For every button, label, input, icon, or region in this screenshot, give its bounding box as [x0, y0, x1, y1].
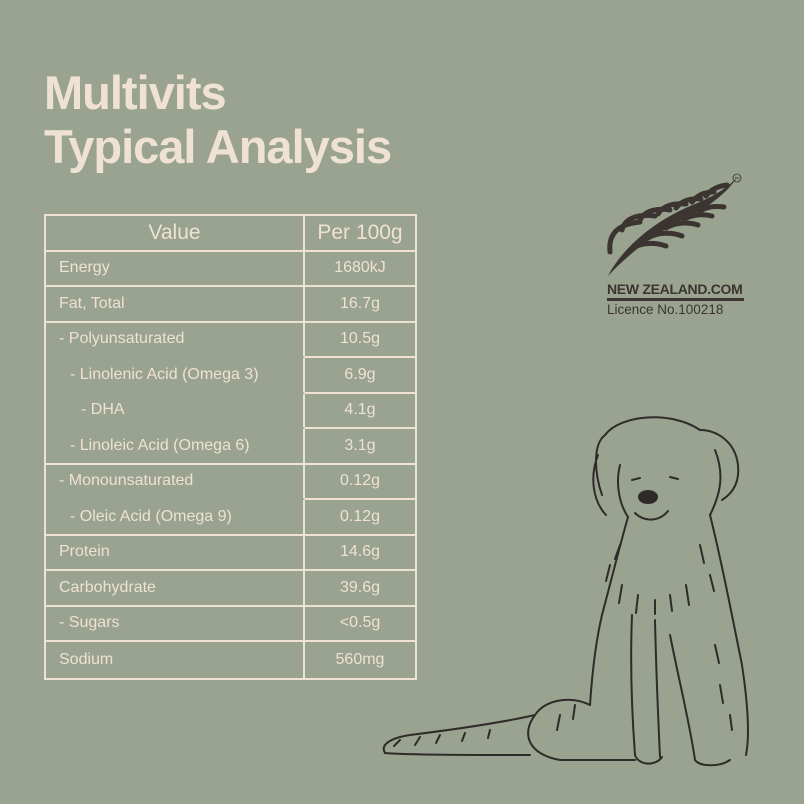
title-line-2: Typical Analysis: [44, 120, 392, 173]
row-label: - Linoleic Acid (Omega 6): [46, 429, 305, 465]
silver-fern-icon: TM: [607, 173, 742, 276]
row-value: 0.12g: [305, 465, 415, 500]
table-row: Fat, Total 16.7g: [46, 287, 415, 323]
licence-number: Licence No.100218: [607, 302, 724, 317]
row-value: <0.5g: [305, 607, 415, 642]
row-label: - Oleic Acid (Omega 9): [46, 500, 305, 536]
row-value: 1680kJ: [305, 252, 415, 287]
row-label: - Monounsaturated: [46, 464, 305, 500]
row-value: 560mg: [335, 650, 385, 668]
row-label: Carbohydrate: [46, 571, 305, 607]
table-header-row: Value Per 100g: [46, 216, 415, 252]
row-value: 10.5g: [305, 323, 415, 358]
table-row: Energy 1680kJ: [46, 251, 415, 287]
table-row: - Linoleic Acid (Omega 6) 3.1g: [46, 429, 415, 465]
table-row: Sodium 560mg: [46, 642, 415, 678]
row-value: 6.9g: [305, 358, 415, 394]
row-label: Fat, Total: [46, 287, 305, 323]
brand-name: NEW ZEALAND.COM: [607, 281, 743, 297]
nutrition-table: Value Per 100g Energy 1680kJ Fat, Total 16.…: [44, 214, 417, 680]
row-value: 16.7g: [305, 287, 415, 323]
table-row: - Oleic Acid (Omega 9) 0.12g: [46, 500, 415, 536]
row-label: Sodium: [46, 642, 305, 678]
table-row: Carbohydrate 39.6g: [46, 571, 415, 607]
table-row: - Sugars <0.5g: [46, 606, 415, 642]
table-row: - DHA 4.1g: [46, 393, 415, 429]
row-value: 0.12g: [305, 500, 415, 536]
row-value: 4.1g: [305, 394, 415, 429]
row-value: 3.1g: [305, 429, 415, 465]
row-label: Energy: [46, 251, 305, 287]
row-label: - Sugars: [46, 606, 305, 642]
table-row: - Linolenic Acid (Omega 3) 6.9g: [46, 358, 415, 394]
page-title: Multivits Typical Analysis: [44, 66, 392, 174]
header-value: Value: [46, 216, 305, 252]
table-row: Protein 14.6g: [46, 535, 415, 571]
row-label: - Linolenic Acid (Omega 3): [46, 358, 305, 394]
row-label: - Polyunsaturated: [46, 322, 305, 358]
title-line-1: Multivits: [44, 66, 227, 119]
row-value: 39.6g: [305, 571, 415, 607]
row-label: - DHA: [46, 393, 305, 429]
row-label: Protein: [46, 535, 305, 571]
header-per-100g: Per 100g: [305, 216, 415, 252]
table-row: - Polyunsaturated 10.5g: [46, 322, 415, 358]
table-row: - Monounsaturated 0.12g: [46, 464, 415, 500]
row-value: 14.6g: [305, 536, 415, 571]
trademark: TM: [734, 177, 739, 181]
dog-illustration: [382, 416, 750, 767]
divider: [607, 298, 744, 301]
